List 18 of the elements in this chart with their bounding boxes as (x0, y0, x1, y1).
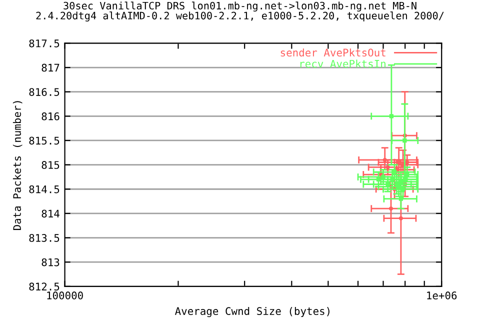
y-tick-label: 817.5 (29, 39, 60, 48)
y-tick-label: 813 (42, 258, 60, 266)
chart-title: 30sec VanillaTCP DRS lon01.mb-ng.net->lon03.mb-ng.net MB-N 2.4.20dtg4 altAIMD-0.2 web100-2.2.1, e1000-5.2.20, txqueuelen 2000/ (36, 2, 444, 22)
x-tick-label: 100000 (47, 292, 83, 300)
y-tick-label: 812.5 (29, 282, 60, 291)
y-axis-title: Data Packets (number) (12, 101, 22, 230)
y-tick-label: 813.5 (29, 234, 60, 242)
y-tick-label: 816 (42, 112, 60, 120)
x-axis-title: Average Cwnd Size (bytes) (175, 306, 330, 318)
y-tick-label: 816.5 (29, 88, 60, 96)
x-tick-label: 1e+06 (427, 292, 457, 300)
y-tick-label: 814 (42, 210, 60, 218)
y-tick-label: 814.5 (29, 185, 60, 194)
legend-label: recv AvePktsIn (300, 60, 386, 68)
y-tick-label: 815 (42, 161, 60, 169)
y-tick-label: 815.5 (29, 136, 60, 145)
y-tick-label: 817 (42, 64, 60, 72)
text: sender AvePktsOut (280, 48, 386, 57)
